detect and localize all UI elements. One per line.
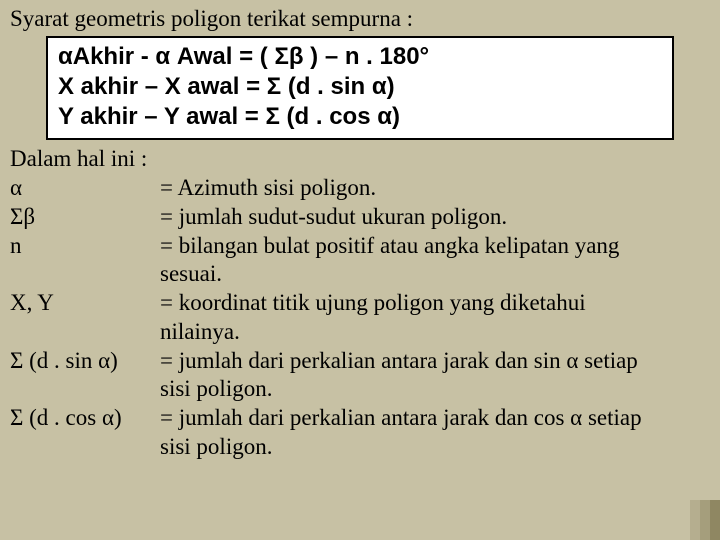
definition-cont: sisi poligon. <box>10 375 710 404</box>
definition-term: Σ (d . cos α) <box>10 404 160 433</box>
definition-desc-cont: nilainya. <box>160 318 710 347</box>
definition-row: Σβ = jumlah sudut-sudut ukuran poligon. <box>10 203 710 232</box>
definitions-list: α = Azimuth sisi poligon. Σβ = jumlah su… <box>10 174 710 462</box>
definition-cont: nilainya. <box>10 318 710 347</box>
definition-row: X, Y = koordinat titik ujung poligon yan… <box>10 289 710 318</box>
definition-desc-cont: sisi poligon. <box>160 433 710 462</box>
definition-term: Σ (d . sin α) <box>10 347 160 376</box>
definition-desc: = koordinat titik ujung poligon yang dik… <box>160 289 710 318</box>
accent-bar <box>710 500 720 540</box>
definition-row: α = Azimuth sisi poligon. <box>10 174 710 203</box>
definition-desc: = bilangan bulat positif atau angka keli… <box>160 232 710 261</box>
formula-box: αAkhir - α Awal = ( Σβ ) – n . 180° X ak… <box>46 36 674 140</box>
accent-bar <box>700 500 710 540</box>
definition-desc: = jumlah dari perkalian antara jarak dan… <box>160 404 710 433</box>
definition-desc-cont: sesuai. <box>160 260 710 289</box>
definition-desc: = jumlah dari perkalian antara jarak dan… <box>160 347 710 376</box>
page-title: Syarat geometris poligon terikat sempurn… <box>10 6 710 32</box>
definition-row: n = bilangan bulat positif atau angka ke… <box>10 232 710 261</box>
formula-line-1: αAkhir - α Awal = ( Σβ ) – n . 180° <box>58 42 662 72</box>
definition-cont: sisi poligon. <box>10 433 710 462</box>
definition-term: n <box>10 232 160 261</box>
definitions-heading: Dalam hal ini : <box>10 146 710 172</box>
definition-term: α <box>10 174 160 203</box>
definition-desc: = jumlah sudut-sudut ukuran poligon. <box>160 203 710 232</box>
formula-line-2: X akhir – X awal = Σ (d . sin α) <box>58 72 662 102</box>
definition-cont: sesuai. <box>10 260 710 289</box>
definition-row: Σ (d . cos α) = jumlah dari perkalian an… <box>10 404 710 433</box>
definition-desc: = Azimuth sisi poligon. <box>160 174 710 203</box>
definition-row: Σ (d . sin α) = jumlah dari perkalian an… <box>10 347 710 376</box>
accent-bars <box>690 500 720 540</box>
definition-desc-cont: sisi poligon. <box>160 375 710 404</box>
formula-line-3: Y akhir – Y awal = Σ (d . cos α) <box>58 102 662 132</box>
accent-bar <box>690 500 700 540</box>
definition-term: Σβ <box>10 203 160 232</box>
definition-term: X, Y <box>10 289 160 318</box>
